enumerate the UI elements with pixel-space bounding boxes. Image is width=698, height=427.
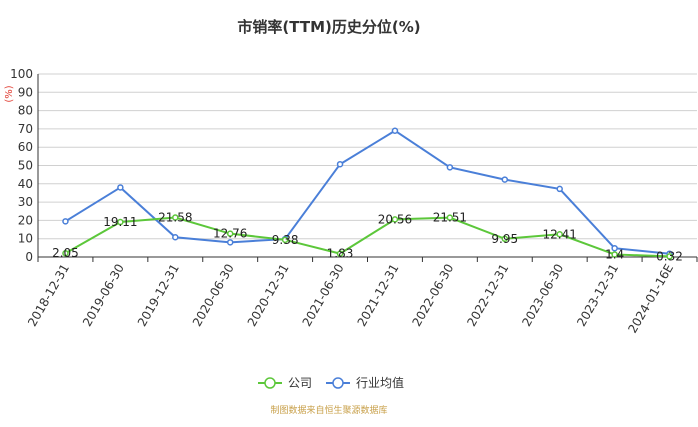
legend[interactable]: 公司 行业均值 [258, 375, 404, 390]
y-tick-label: 50 [18, 159, 33, 173]
data-point [117, 218, 124, 226]
x-axis-ticks: 2018-12-31 2019-06-30 2019-12-31 2020-06-30… [25, 262, 676, 336]
x-tick-label: 2023-12-31 [574, 262, 621, 329]
data-point [172, 214, 179, 221]
data-point [611, 244, 618, 252]
data-label: 20.56 [378, 212, 412, 226]
y-tick-label: 40 [18, 177, 33, 191]
legend-label: 公司 [288, 376, 312, 390]
data-point [62, 249, 69, 257]
series-line [64, 129, 670, 255]
y-tick-label: 60 [18, 140, 33, 154]
data-point [446, 214, 454, 221]
x-tick-label: 2018-12-31 [25, 262, 72, 329]
data-point [117, 184, 124, 191]
data-point [501, 235, 509, 243]
data-label: 21.51 [433, 211, 467, 225]
data-point [336, 160, 344, 168]
data-point [226, 239, 234, 246]
data-point [556, 231, 563, 238]
data-labels: 2.05 19.11 21.58 12.76 9.38 1.83 20.56 21.51 9.9… [52, 211, 683, 264]
y-tick-label: 20 [18, 213, 33, 227]
data-point [446, 164, 454, 171]
data-point [226, 230, 234, 237]
source-note: 制图数据来自恒生聚源数据库 [270, 404, 387, 416]
x-tick-label: 2022-06-30 [409, 262, 456, 329]
y-tick-label: 30 [18, 195, 33, 209]
data-point [281, 236, 289, 244]
y-axis-ticks: 0 10 20 30 40 50 60 70 80 90 100 [10, 67, 33, 264]
data-point [172, 233, 179, 241]
data-label: 1.4 [605, 247, 624, 261]
y-tick-label: 0 [25, 250, 33, 264]
x-tick-label: 2019-06-30 [80, 262, 127, 329]
x-tick-label: 2021-06-30 [300, 262, 347, 329]
legend-item[interactable]: 公司 [258, 376, 312, 390]
legend-label: 行业均值 [356, 375, 404, 390]
x-tick-label: 2020-06-30 [190, 262, 237, 329]
x-tick-label: 2023-06-30 [519, 262, 566, 329]
data-point [391, 216, 399, 223]
series-layer [62, 127, 673, 260]
data-point [611, 251, 618, 258]
x-tick-label: 2024-01-16E [625, 262, 676, 336]
y-tick-label: 100 [10, 67, 33, 81]
data-point [556, 185, 563, 193]
legend-marker [264, 377, 276, 389]
data-label: 1.83 [327, 247, 354, 261]
legend-marker [332, 377, 344, 389]
x-tick-label: 2019-12-31 [135, 262, 182, 329]
legend-item[interactable]: 行业均值 [326, 375, 404, 390]
x-tick-label: 2021-12-31 [355, 262, 402, 329]
data-label: 19.11 [103, 215, 137, 229]
data-point [62, 218, 69, 225]
data-point [336, 250, 344, 257]
data-label: 2.05 [52, 246, 79, 260]
data-point [501, 176, 509, 183]
series-line [64, 216, 670, 258]
y-axis-unit: (%) [4, 85, 15, 102]
data-label: 9.95 [491, 232, 518, 246]
x-tick-label: 2022-12-31 [464, 262, 511, 329]
data-label: 21.58 [158, 211, 192, 225]
axes [37, 74, 698, 262]
data-label: 0.32 [656, 249, 683, 263]
y-tick-label: 80 [18, 104, 33, 118]
y-tick-label: 70 [18, 122, 33, 136]
data-label: 12.76 [213, 227, 247, 241]
data-label: 9.38 [272, 233, 299, 247]
y-tick-label: 10 [18, 232, 33, 246]
chart-title: 市销率(TTM)历史分位(%) [237, 18, 420, 36]
data-point [391, 127, 399, 134]
x-tick-label: 2020-12-31 [245, 262, 292, 329]
data-point [666, 253, 673, 260]
data-label: 12.41 [543, 227, 577, 241]
y-tick-label: 90 [18, 85, 33, 99]
